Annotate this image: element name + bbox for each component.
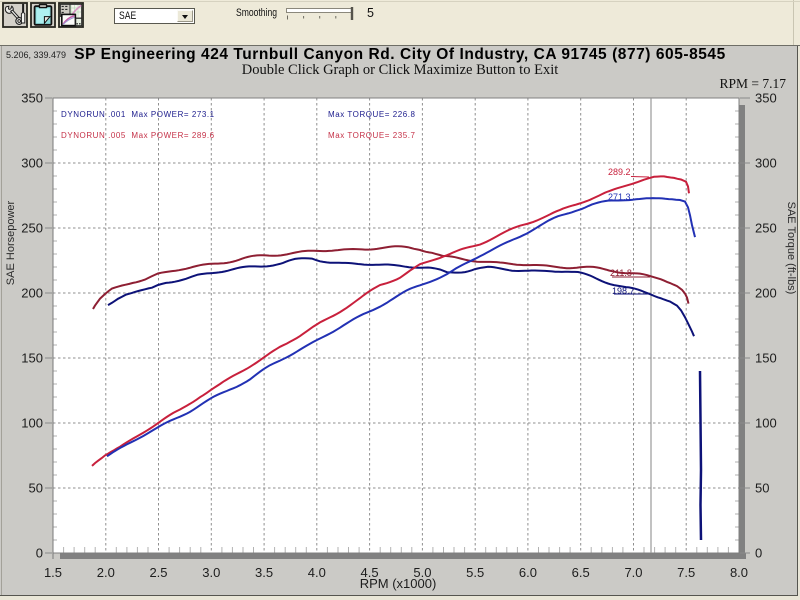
svg-text:250: 250: [21, 221, 43, 236]
svg-text:Max TORQUE= 226.8: Max TORQUE= 226.8: [328, 110, 416, 119]
svg-text:SAE Torque (ft-lbs): SAE Torque (ft-lbs): [785, 202, 797, 295]
svg-text:RPM (x1000): RPM (x1000): [360, 576, 437, 591]
svg-text:350: 350: [21, 91, 43, 106]
svg-text:198.7: 198.7: [612, 286, 635, 296]
svg-text:3.0: 3.0: [202, 565, 220, 580]
svg-text:150: 150: [755, 351, 777, 366]
svg-text:7.0: 7.0: [624, 565, 642, 580]
svg-text:1.5: 1.5: [44, 565, 62, 580]
svg-text:2.0: 2.0: [97, 565, 115, 580]
svg-text:4.0: 4.0: [308, 565, 326, 580]
svg-text:300: 300: [21, 156, 43, 171]
svg-text:3.5: 3.5: [255, 565, 273, 580]
svg-text:150: 150: [21, 351, 43, 366]
svg-text:4.5: 4.5: [361, 565, 379, 580]
svg-text:7.5: 7.5: [677, 565, 695, 580]
svg-text:5.5: 5.5: [466, 565, 484, 580]
svg-text:50: 50: [755, 481, 769, 496]
svg-text:5.0: 5.0: [413, 565, 431, 580]
svg-text:300: 300: [755, 156, 777, 171]
svg-text:211.8: 211.8: [610, 268, 632, 278]
svg-text:0: 0: [36, 546, 43, 561]
svg-text:DYNORUN .005 Max POWER= 289.6: DYNORUN .005 Max POWER= 289.6: [61, 131, 215, 140]
svg-text:6.0: 6.0: [519, 565, 537, 580]
svg-text:100: 100: [21, 416, 43, 431]
svg-text:8.0: 8.0: [730, 565, 748, 580]
svg-text:SAE Horsepower: SAE Horsepower: [5, 200, 17, 285]
svg-text:350: 350: [755, 91, 777, 106]
svg-text:Max TORQUE= 235.7: Max TORQUE= 235.7: [328, 131, 416, 140]
svg-text:100: 100: [755, 416, 777, 431]
svg-text:0: 0: [755, 546, 762, 561]
svg-text:200: 200: [755, 286, 777, 301]
svg-text:2.5: 2.5: [149, 565, 167, 580]
svg-text:DYNORUN .001 Max POWER= 273.1: DYNORUN .001 Max POWER= 273.1: [61, 110, 215, 119]
svg-text:50: 50: [29, 481, 43, 496]
svg-text:271.3: 271.3: [608, 192, 631, 202]
svg-text:250: 250: [755, 221, 777, 236]
svg-text:6.5: 6.5: [572, 565, 590, 580]
svg-text:289.2: 289.2: [608, 167, 631, 177]
svg-text:200: 200: [21, 286, 43, 301]
